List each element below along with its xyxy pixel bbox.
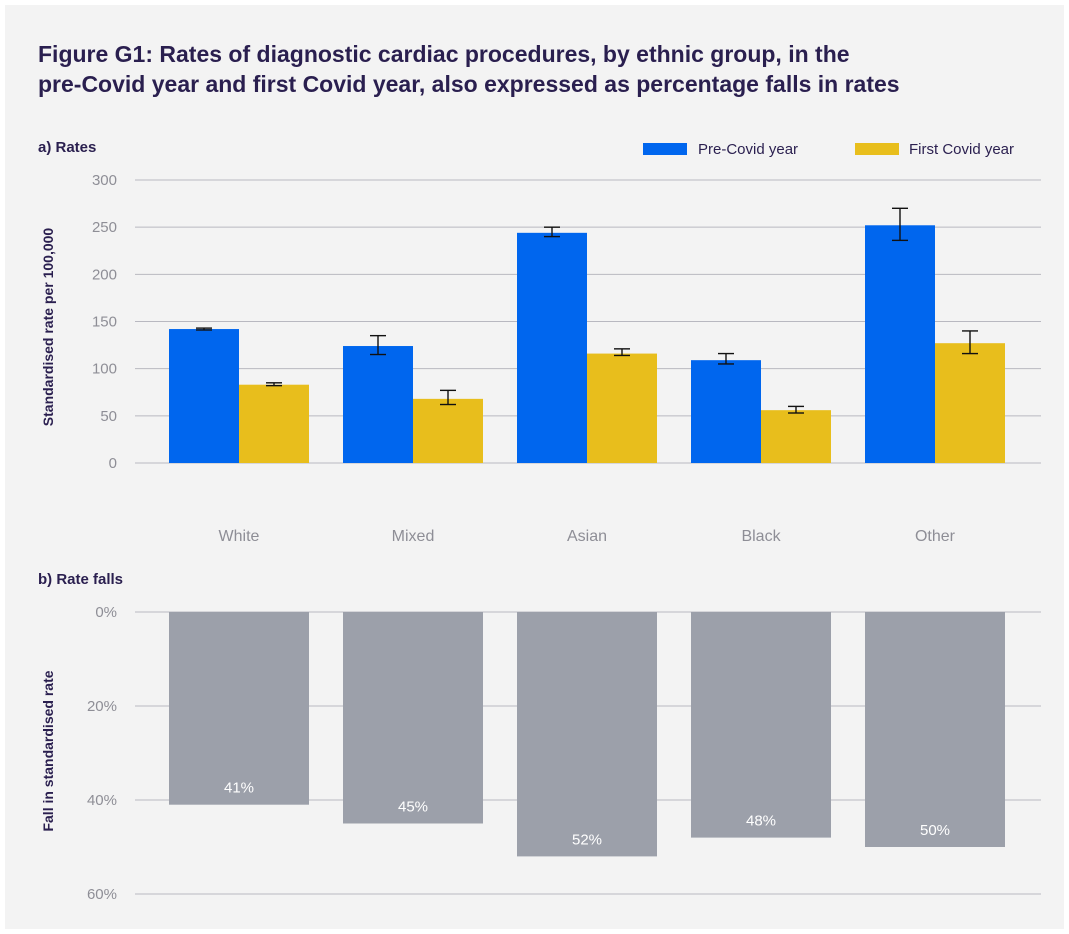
bar-first-covid [587, 353, 657, 463]
panel-a-y-tick-label: 300 [92, 172, 117, 189]
bar-pre-covid [517, 232, 587, 463]
x-category-label: Black [741, 528, 781, 545]
panel-a-y-tick-label: 250 [92, 219, 117, 236]
panel-a-y-tick-label: 200 [92, 266, 117, 283]
bar-rate-fall [865, 612, 1005, 847]
panel-b-ylabel: Fall in standardised rate [40, 670, 56, 831]
rate-fall-data-label: 50% [920, 822, 950, 839]
panel-b-y-tick-label: 20% [87, 698, 117, 715]
x-category-label: Mixed [392, 528, 435, 545]
rate-fall-data-label: 41% [224, 780, 254, 797]
chart-text: a) Rates Standardised rate per 100,000 b… [38, 139, 1014, 903]
panel-b-y-tick-label: 60% [87, 886, 117, 903]
bars [169, 207, 1005, 857]
bar-first-covid [413, 398, 483, 463]
figure-title: Figure G1: Rates of diagnostic cardiac p… [38, 39, 1038, 99]
figure-title-line-1: Figure G1: Rates of diagnostic cardiac p… [38, 41, 850, 67]
x-category-label: Other [915, 528, 956, 545]
panel-a-y-tick-label: 0 [109, 455, 117, 472]
figure-title-line-2: pre-Covid year and first Covid year, als… [38, 71, 900, 97]
chart-area: a) Rates Standardised rate per 100,000 b… [38, 139, 1041, 903]
bar-first-covid [239, 384, 309, 463]
legend-label-pre-covid: Pre-Covid year [698, 141, 798, 158]
bar-rate-fall [691, 612, 831, 838]
bar-pre-covid [865, 225, 935, 463]
x-category-label: Asian [567, 528, 607, 545]
x-category-label: White [219, 528, 260, 545]
rate-fall-data-label: 48% [746, 813, 776, 830]
bar-first-covid [935, 343, 1005, 463]
bar-rate-fall [517, 612, 657, 857]
rate-fall-data-label: 52% [572, 831, 602, 848]
bar-rate-fall [343, 612, 483, 824]
panel-b-y-tick-label: 0% [95, 604, 117, 621]
panel-a-y-tick-label: 50 [100, 408, 117, 425]
legend-swatch-pre-covid [643, 143, 687, 155]
figure-panel: Figure G1: Rates of diagnostic cardiac p… [5, 5, 1064, 929]
bar-pre-covid [691, 360, 761, 463]
panel-a-y-tick-label: 150 [92, 314, 117, 331]
panel-b-y-tick-label: 40% [87, 792, 117, 809]
panel-a-ylabel: Standardised rate per 100,000 [40, 228, 56, 427]
legend-swatch-first-covid [855, 143, 899, 155]
panel-a-y-tick-label: 100 [92, 361, 117, 378]
bar-pre-covid [169, 329, 239, 463]
panel-b-label: b) Rate falls [38, 571, 123, 588]
legend: Pre-Covid year First Covid year [643, 141, 1014, 158]
bar-pre-covid [343, 346, 413, 463]
panel-a-label: a) Rates [38, 139, 96, 156]
legend-label-first-covid: First Covid year [909, 141, 1014, 158]
bar-first-covid [761, 410, 831, 463]
rate-fall-data-label: 45% [398, 799, 428, 816]
bar-rate-fall [169, 612, 309, 805]
